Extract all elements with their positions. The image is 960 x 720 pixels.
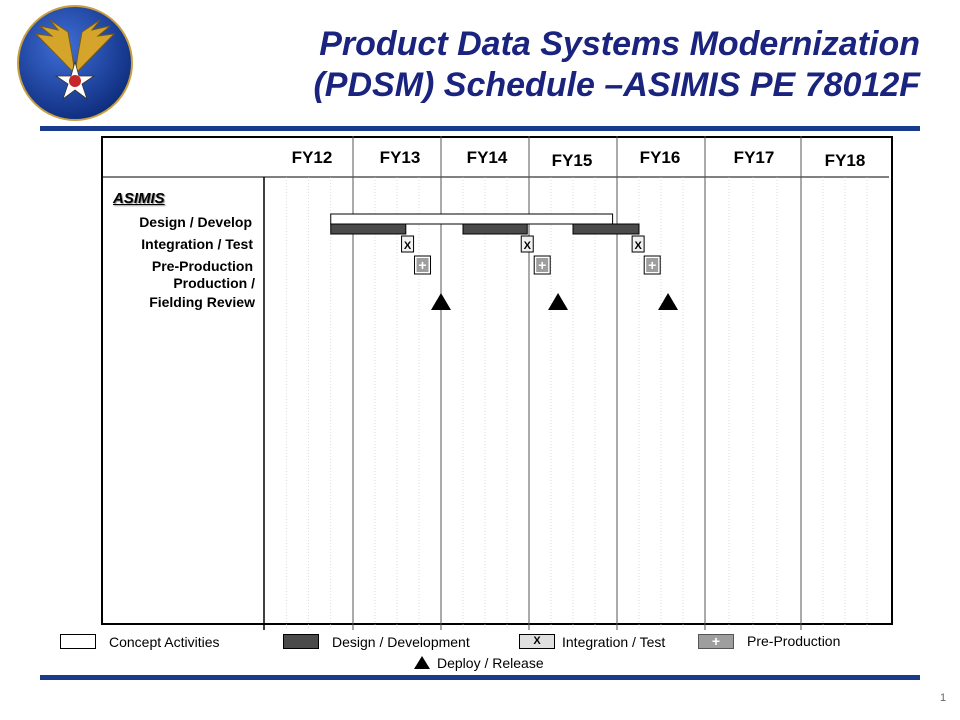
fy-header-fy12: FY12	[291, 148, 333, 167]
fy-header-fy15: FY15	[551, 151, 593, 170]
legend-integration-swatch: X	[519, 634, 555, 649]
legend-design-swatch	[283, 634, 319, 649]
row-label-pre-production: Pre-Production	[151, 258, 253, 274]
program-label-asimis: ASIMIS	[113, 190, 165, 207]
legend-integration-label: Integration / Test	[562, 634, 666, 650]
page-number: 1	[940, 692, 947, 704]
legend-preproduction-swatch: +	[698, 634, 734, 649]
header-divider	[40, 126, 920, 131]
fy-header-fy13: FY13	[379, 148, 421, 167]
air-force-logo-icon	[17, 5, 133, 121]
fy-header-fy14: FY14	[466, 148, 508, 167]
legend-deploy-triangle-icon	[414, 656, 430, 669]
row-label-integration-test: Integration / Test	[141, 236, 253, 252]
page-subtitle: (PDSM) Schedule –ASIMIS PE 78012F	[313, 66, 920, 104]
legend-design-label: Design / Development	[332, 634, 470, 650]
row-label-fielding-review: Fielding Review	[149, 294, 255, 310]
row-label-production: Production /	[173, 275, 255, 291]
fy-header-fy18: FY18	[824, 151, 866, 170]
fy-header-fy16: FY16	[639, 148, 681, 167]
legend-deploy-label: Deploy / Release	[437, 655, 544, 671]
page-title: Product Data Systems Modernization	[319, 25, 920, 63]
row-label-design-develop: Design / Develop	[139, 214, 252, 230]
legend-preproduction-label: Pre-Production	[747, 633, 841, 649]
schedule-chart-frame	[101, 136, 893, 625]
footer-divider	[40, 675, 920, 680]
legend-concept-swatch	[60, 634, 96, 649]
legend-concept-label: Concept Activities	[109, 634, 220, 650]
fy-header-fy17: FY17	[733, 148, 775, 167]
